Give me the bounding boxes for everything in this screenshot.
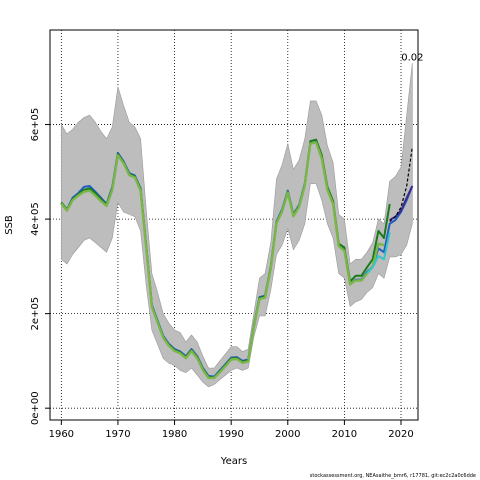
x-tick-label: 1980 (162, 429, 187, 440)
y-tick-label: 2e+05 (30, 297, 41, 331)
x-tick-label: 2010 (332, 429, 357, 440)
series-layer (60, 138, 414, 380)
series-line-4 (366, 232, 391, 275)
y-tick-label: 6e+05 (30, 108, 41, 142)
x-axis-title: Years (220, 456, 247, 467)
x-tick-label: 1960 (49, 429, 74, 440)
plot-frame (49, 29, 419, 421)
y-tick-label: 4e+05 (30, 202, 41, 236)
confidence-band (61, 63, 413, 388)
series-line-3 (60, 141, 385, 380)
x-tick-label: 2020 (388, 429, 413, 440)
confidence-band-layer (61, 63, 413, 388)
x-tick-label: 1970 (105, 429, 130, 440)
footer-source: stockassessment.org, NEAsaithe_bmr6, r17… (310, 473, 476, 479)
annotation-label: 0.02 (401, 53, 423, 64)
x-tick-label: 1990 (218, 429, 243, 440)
y-axis-title: SSB (4, 215, 15, 235)
axis-layer: 1960 1970 1980 1990 2000 2010 2020 0e+00 2e+05 4e… (30, 108, 414, 440)
x-tick-label: 2000 (275, 429, 300, 440)
y-tick-label: 0e+00 (30, 391, 41, 425)
